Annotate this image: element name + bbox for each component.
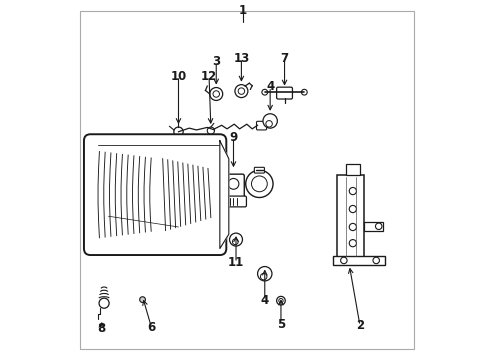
Circle shape (349, 206, 356, 213)
Circle shape (245, 170, 273, 198)
FancyBboxPatch shape (337, 175, 364, 257)
Text: 2: 2 (356, 319, 364, 332)
Circle shape (232, 239, 238, 244)
Text: 6: 6 (147, 321, 156, 334)
Text: 8: 8 (97, 322, 105, 335)
Circle shape (341, 257, 347, 264)
FancyBboxPatch shape (220, 196, 246, 207)
Circle shape (349, 224, 356, 231)
Circle shape (174, 127, 183, 136)
Circle shape (262, 89, 268, 95)
Text: 4: 4 (261, 294, 269, 307)
Circle shape (238, 88, 245, 94)
Circle shape (261, 273, 267, 280)
Circle shape (251, 176, 267, 192)
FancyBboxPatch shape (277, 87, 293, 99)
FancyBboxPatch shape (333, 256, 385, 265)
Text: 9: 9 (229, 131, 238, 144)
Circle shape (235, 85, 248, 98)
Text: 5: 5 (277, 318, 285, 330)
Circle shape (229, 233, 243, 246)
Polygon shape (220, 141, 229, 248)
Text: 4: 4 (266, 80, 274, 93)
Circle shape (279, 298, 283, 303)
FancyBboxPatch shape (84, 134, 226, 255)
Circle shape (207, 127, 215, 134)
Circle shape (301, 89, 307, 95)
Circle shape (373, 257, 379, 264)
Circle shape (349, 239, 356, 247)
FancyBboxPatch shape (364, 222, 383, 231)
Circle shape (213, 91, 220, 97)
Circle shape (140, 297, 146, 302)
Circle shape (263, 114, 277, 128)
Text: 12: 12 (201, 69, 217, 82)
Circle shape (349, 188, 356, 195)
Circle shape (210, 87, 223, 100)
Circle shape (99, 298, 109, 308)
FancyBboxPatch shape (345, 164, 360, 175)
Text: 1: 1 (239, 4, 247, 17)
FancyBboxPatch shape (223, 174, 245, 199)
Circle shape (228, 179, 239, 189)
FancyBboxPatch shape (254, 167, 265, 173)
Text: 7: 7 (280, 51, 289, 64)
Text: 11: 11 (228, 256, 244, 269)
Circle shape (258, 266, 272, 281)
Circle shape (266, 121, 272, 127)
Text: 10: 10 (171, 69, 187, 82)
FancyBboxPatch shape (256, 121, 267, 130)
Text: 3: 3 (212, 55, 220, 68)
Text: 13: 13 (233, 51, 249, 64)
Circle shape (277, 296, 285, 305)
Circle shape (375, 223, 382, 230)
